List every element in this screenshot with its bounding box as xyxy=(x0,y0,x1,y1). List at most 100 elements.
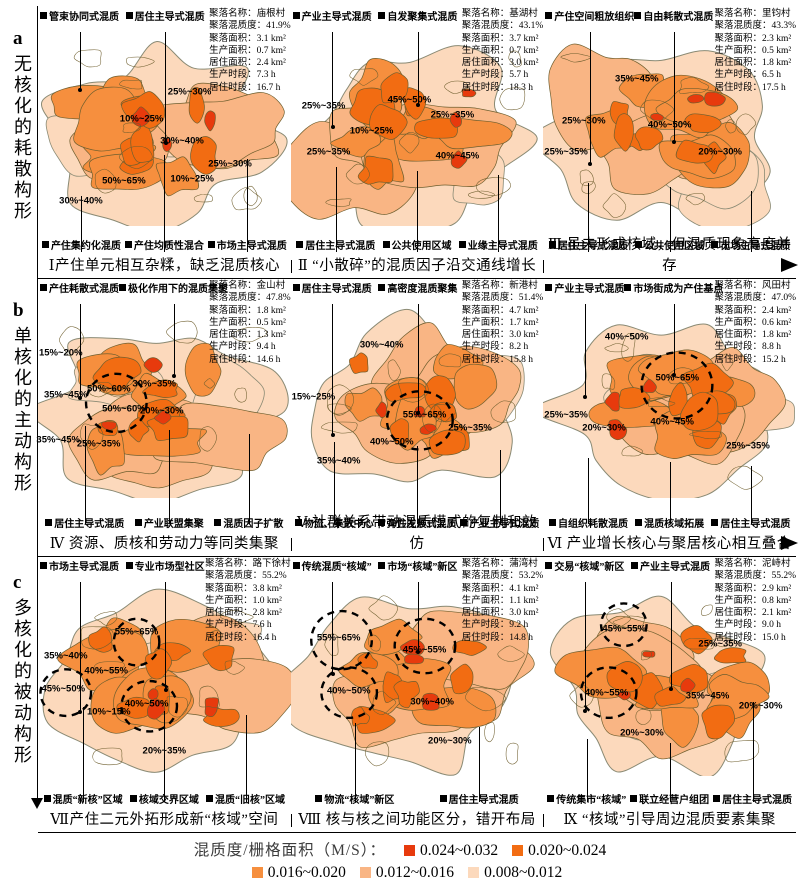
panel-VIII: 55%~65% 45%~55% 40%~50% 30%~40% 20%~30% 传统混质“… xyxy=(290,556,544,832)
settlement-info-block: 聚落名称：蒲湾村 聚落混质度：53.2% 聚落面积：4.1 km² 生产面积：1.1 … xyxy=(462,558,544,644)
core-area-dashed-circle xyxy=(309,609,373,671)
percent-annotation: 50%~65% xyxy=(655,372,700,384)
leader-dot xyxy=(416,103,421,107)
contour-band xyxy=(184,342,222,397)
info-field-value: 0.5 km² xyxy=(761,45,792,56)
legend-line-2: 0.016~0.020 0.012~0.016 0.008~0.012 xyxy=(0,862,800,884)
square-bullet-icon xyxy=(635,241,643,248)
info-field-label: 生产时段： xyxy=(714,342,762,353)
contour-band xyxy=(668,367,695,385)
info-line: 生产面积：0.8 km² xyxy=(714,595,796,607)
category-label-text: 居住主导式混质 xyxy=(722,795,793,806)
category-label-text: 混质核域拓展 xyxy=(644,519,705,530)
contour-band xyxy=(59,326,85,357)
info-field-value: 0.8 km² xyxy=(761,595,792,606)
info-line: 居住面积：2.8 km² xyxy=(205,607,291,619)
panel-II: 25%~35% 45%~50% 25%~35% 10%~25% 25%~35% 40%~4… xyxy=(290,6,544,278)
info-field-label: 聚落混质度： xyxy=(461,21,519,32)
info-line: 生产面积：0.7 km² xyxy=(209,45,291,57)
info-field-value: 1.1 km² xyxy=(509,595,539,606)
top-label-row: 产业主导式混质 自发聚集式混质 xyxy=(292,8,457,23)
contour-band xyxy=(349,68,378,86)
info-field-value: 庙根村 xyxy=(256,9,286,19)
right-arrowhead-icon xyxy=(781,258,798,272)
info-field-label: 居住时段： xyxy=(714,632,762,643)
contour-band xyxy=(397,377,429,403)
category-label-text: 产业主导式混质 xyxy=(469,519,540,530)
info-field-label: 聚落名称： xyxy=(461,281,510,291)
info-line: 居住面积：1.8 km² xyxy=(714,329,796,341)
info-field-value: 0.7 km² xyxy=(256,45,286,56)
contour-band xyxy=(464,686,506,712)
info-field-value: 路下徐村 xyxy=(252,559,291,569)
category-label: 专业市场型社区 xyxy=(125,558,205,573)
info-line: 聚落名称：风田村 xyxy=(714,280,796,292)
percent-annotation: 25%~35% xyxy=(726,440,770,452)
category-label-text: 传统混质“核域” xyxy=(301,562,372,573)
info-line: 生产面积：1.0 km² xyxy=(205,595,291,607)
contour-band xyxy=(484,722,495,743)
info-field-label: 聚落面积： xyxy=(461,33,510,44)
contour-band xyxy=(684,113,722,133)
info-field-value: 基湖村 xyxy=(509,9,538,19)
category-label: 居住主导式混质 xyxy=(125,8,205,23)
contour-band xyxy=(142,379,178,398)
contour-band xyxy=(676,139,714,164)
leader-line xyxy=(750,191,752,252)
category-label: 产业主导式混质 xyxy=(292,8,372,23)
info-field-value: 2.3 km² xyxy=(761,33,792,44)
info-line: 生产时段：6.5 h xyxy=(714,69,796,81)
contour-band xyxy=(428,429,466,456)
contour-band xyxy=(641,650,653,661)
contour-band xyxy=(602,373,616,390)
category-label-text: 产住耗散式混质 xyxy=(49,284,119,295)
settlement-info-block: 聚落名称：泥峙村 聚落混质度：55.2% 聚落面积：2.9 km² 生产面积：0.8 … xyxy=(714,558,796,644)
leader-line xyxy=(164,711,166,802)
info-line: 生产时段：5.7 h xyxy=(462,69,544,81)
info-field-value: 0.6 km² xyxy=(761,317,792,328)
legend-range-text: 0.008~0.012 xyxy=(484,864,563,881)
contour-band xyxy=(131,106,151,127)
square-bullet-icon xyxy=(548,519,556,526)
contour-band xyxy=(143,357,163,373)
percent-annotation: 30%~35% xyxy=(132,378,177,390)
top-label-row: 居住主导式混质 高密度混质聚集 xyxy=(292,280,457,295)
leader-dot xyxy=(163,141,168,145)
bottom-label-row: 产住集约化混质 产住均质性混合 市场主导式混质 xyxy=(40,237,289,252)
info-line: 居住时段：15.8 h xyxy=(462,354,544,366)
category-label: 公共使用区域 xyxy=(635,237,704,252)
percent-annotation: 20%~30% xyxy=(738,700,783,712)
contour-band xyxy=(461,88,476,98)
category-label: 极化作用下的混质集聚 xyxy=(119,280,228,295)
contour-band xyxy=(499,87,525,111)
percent-annotation: 25%~35% xyxy=(76,438,121,450)
contour-band xyxy=(438,353,461,368)
contour-band xyxy=(642,650,656,658)
category-label-text: 交易“核域”新区 xyxy=(554,562,625,573)
panel-V: 30%~40% 15%~25% 55%~65% 40%~50% 25%~35% 35%~4… xyxy=(290,278,544,556)
info-line: 聚落混质度：51.4% xyxy=(462,292,544,304)
density-map-IX xyxy=(550,595,771,776)
contour-band xyxy=(327,403,352,415)
percent-annotation: 30%~40% xyxy=(160,135,204,147)
info-field-label: 生产面积： xyxy=(205,595,253,606)
info-field-label: 生产面积： xyxy=(714,317,762,328)
contour-band xyxy=(643,378,658,393)
category-label-text: 业缘主导式混质 xyxy=(467,241,538,252)
info-field-value: 新港村 xyxy=(509,281,538,291)
panel-III: 35%~45% 25%~30% 40%~50% 25%~35% 20%~30% 产住空间粗… xyxy=(543,6,796,278)
info-line: 居住时段：18.3 h xyxy=(462,82,544,94)
contour-band xyxy=(224,660,245,675)
square-bullet-icon xyxy=(43,795,51,802)
percent-annotation: 10%~15% xyxy=(86,706,131,718)
contour-band xyxy=(654,685,687,707)
contour-band xyxy=(243,185,258,207)
contour-band xyxy=(604,343,629,353)
info-field-value: 3.0 km² xyxy=(509,58,539,69)
contour-band xyxy=(635,126,664,151)
legend-color-swatch-icon xyxy=(403,845,415,856)
bottom-label-row: 传统集市“核域” 联立经营户组团 居住主导式混质 xyxy=(545,791,794,806)
contour-band xyxy=(324,633,339,657)
percent-annotation: 15%~20% xyxy=(38,347,83,358)
contour-band xyxy=(449,663,474,695)
